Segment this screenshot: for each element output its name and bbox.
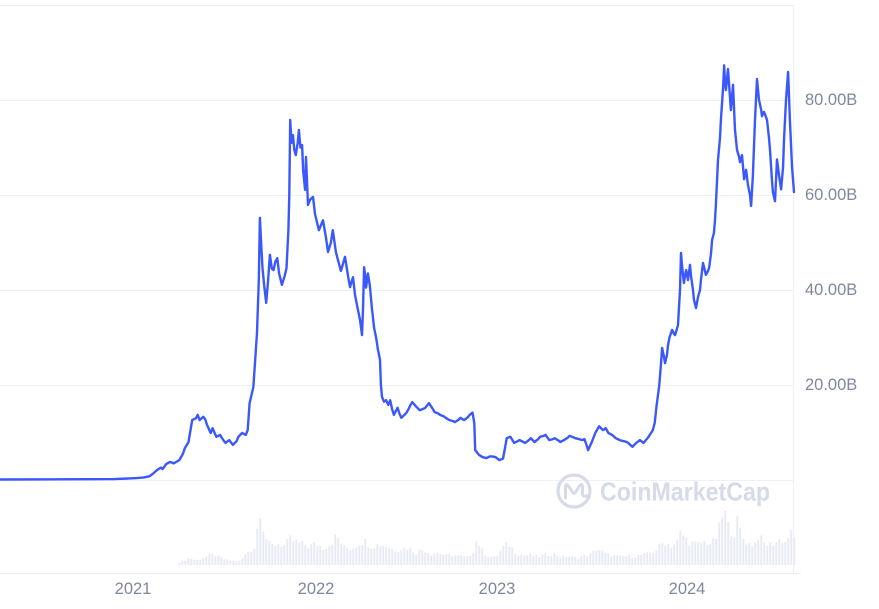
coinmarketcap-logo-icon <box>556 473 592 509</box>
y-axis-tick-60b: 60.00B <box>805 186 858 204</box>
y-axis-tick-80b: 80.00B <box>805 91 858 109</box>
x-axis-tick-2022: 2022 <box>297 580 335 598</box>
x-axis-tick-2024: 2024 <box>668 580 706 598</box>
gridlines <box>0 5 793 481</box>
x-axis-tick-2023: 2023 <box>478 580 516 598</box>
watermark-text: CoinMarketCap <box>600 477 770 507</box>
y-axis-tick-40b: 40.00B <box>805 281 858 299</box>
y-axis-tick-20b: 20.00B <box>805 376 858 394</box>
x-axis-tick-2021: 2021 <box>114 580 152 598</box>
volume-bars <box>178 511 796 565</box>
coinmarketcap-watermark: CoinMarketCap <box>556 473 770 509</box>
price-line[interactable] <box>0 64 796 481</box>
chart-layers <box>0 5 801 574</box>
